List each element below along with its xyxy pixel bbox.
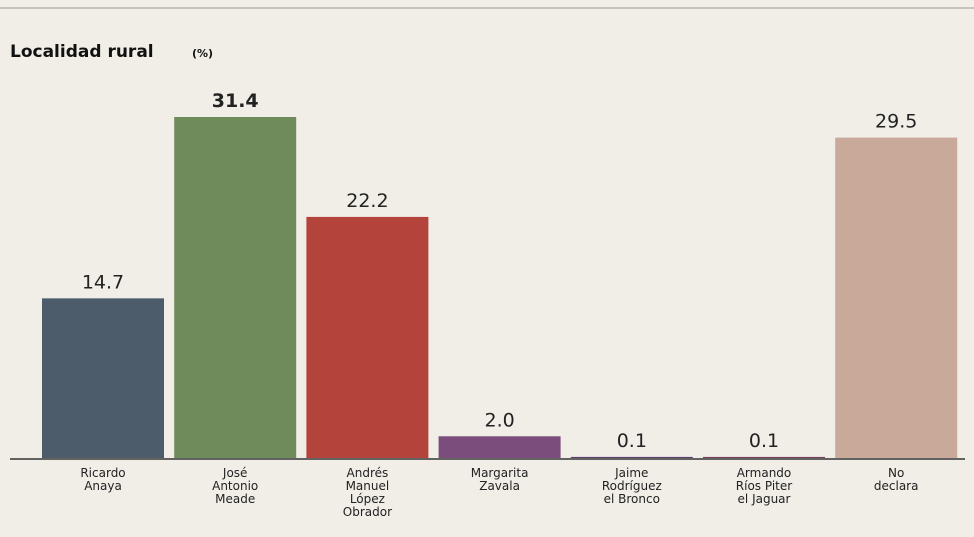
x-tick-label: No declara: [873, 466, 919, 493]
x-tick-label: Armando Ríos Piter el Jaguar: [735, 466, 793, 506]
value-label: 2.0: [484, 409, 514, 431]
unit-label: (%): [192, 47, 213, 60]
bar: [306, 216, 429, 458]
bar: [42, 298, 164, 458]
bar: [438, 436, 561, 458]
value-label: 31.4: [212, 90, 259, 112]
x-tick-label: Ricardo Anaya: [80, 466, 126, 493]
chart-title: Localidad rural: [10, 42, 154, 62]
bar: [570, 456, 693, 458]
x-tick-label: José Antonio Meade: [212, 466, 259, 506]
value-label: 0.1: [617, 430, 647, 452]
x-tick-label: Margarita Zavala: [470, 466, 529, 493]
bar: [174, 116, 297, 458]
bar: [835, 137, 958, 458]
x-tick-label: Jaime Rodríguez el Bronco: [601, 466, 662, 506]
value-label: 0.1: [749, 430, 779, 452]
value-label: 22.2: [346, 190, 388, 212]
value-label: 14.7: [82, 271, 124, 293]
x-tick-label: Andrés Manuel López Obrador: [342, 466, 393, 519]
bar: [703, 456, 825, 458]
value-label: 29.5: [875, 111, 917, 133]
